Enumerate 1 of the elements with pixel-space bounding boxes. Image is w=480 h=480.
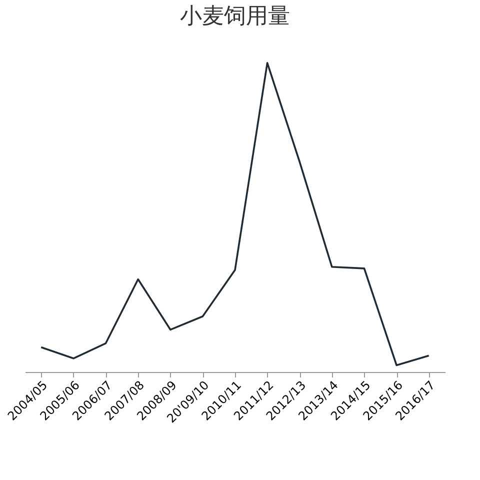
chart-title: 小麦饲用量 [180,4,290,29]
